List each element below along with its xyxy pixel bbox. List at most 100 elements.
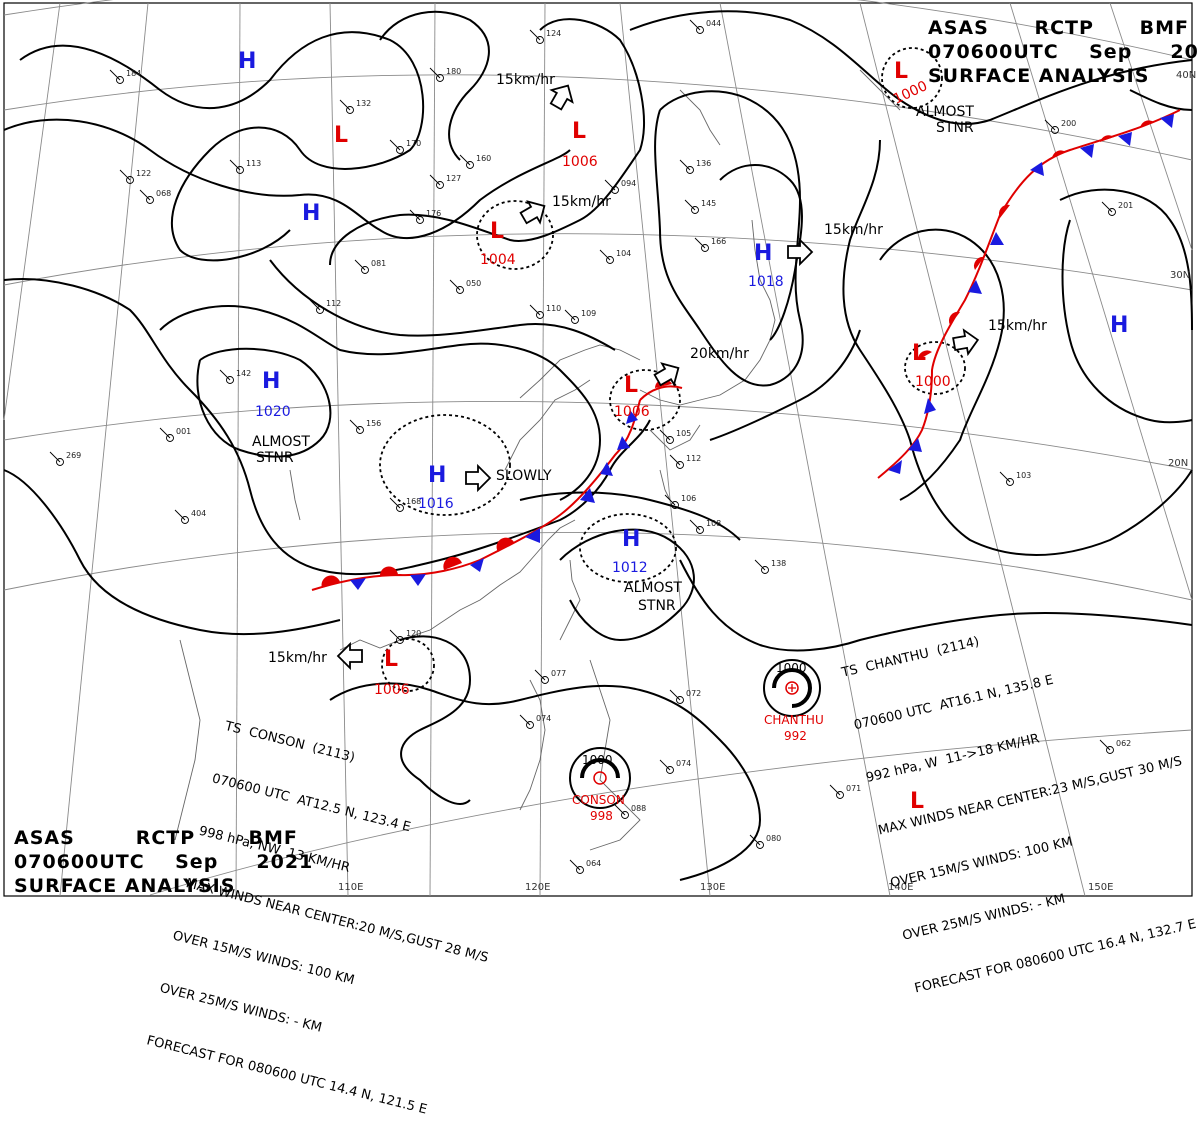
station-circle — [756, 841, 764, 849]
station-circle — [1006, 478, 1014, 486]
wind-barb — [694, 237, 706, 249]
station-pressure: 170 — [406, 139, 421, 148]
wind-barb — [109, 69, 121, 81]
center-note-almost: ALMOST — [916, 104, 974, 120]
center-pressure-label: 1006 — [562, 154, 598, 170]
wind-barb — [1101, 201, 1113, 213]
wind-barb — [174, 509, 186, 521]
station-pressure: 127 — [446, 174, 461, 183]
station-pressure: 071 — [846, 784, 861, 793]
wind-barb — [389, 629, 401, 641]
station-pressure: 160 — [476, 154, 491, 163]
wind-barb — [684, 199, 696, 211]
wind-barb — [689, 519, 701, 531]
station-circle — [396, 504, 404, 512]
station-circle — [696, 26, 704, 34]
station-circle — [466, 161, 474, 169]
station-pressure: 074 — [676, 759, 691, 768]
station-circle — [166, 434, 174, 442]
station-circle — [701, 244, 709, 252]
station-circle — [1108, 208, 1116, 216]
map-border — [3, 2, 1193, 897]
wind-barb — [409, 209, 421, 221]
station-pressure: 072 — [686, 689, 701, 698]
longitude-label: 120E — [525, 882, 550, 893]
wind-barb — [604, 179, 616, 191]
title-agency: ASAS — [928, 17, 989, 39]
station-pressure: 166 — [711, 237, 726, 246]
station-circle — [361, 266, 369, 274]
title-code: RCTP — [1034, 17, 1094, 39]
center-motion-label: 15km/hr — [988, 318, 1047, 334]
station-circle — [761, 566, 769, 574]
station-circle — [576, 866, 584, 874]
station-pressure: 404 — [191, 509, 206, 518]
wind-barb — [519, 714, 531, 726]
station-circle — [236, 166, 244, 174]
longitude-label: 130E — [700, 882, 725, 893]
center-motion-label: 15km/hr — [824, 222, 883, 238]
latlon-grid — [3, 0, 1193, 897]
high-pressure-marker: H — [262, 369, 280, 394]
wind-barb — [529, 304, 541, 316]
longitude-label: 140E — [888, 882, 913, 893]
station-pressure: 112 — [686, 454, 701, 463]
wind-barb — [999, 471, 1011, 483]
station-circle — [146, 196, 154, 204]
conson-symbol — [569, 747, 631, 809]
wind-barb — [659, 759, 671, 771]
high-pressure-marker: H — [238, 49, 256, 74]
center-motion-label: 15km/hr — [552, 194, 611, 210]
storm-isobar-label: 1000 — [776, 661, 807, 675]
station-pressure: 269 — [66, 451, 81, 460]
wind-barb — [1044, 119, 1056, 131]
wind-barb — [349, 419, 361, 431]
station-circle — [456, 286, 464, 294]
high-pressure-marker: H — [1110, 313, 1128, 338]
latitude-label: 40N — [1176, 70, 1196, 81]
wind-barb — [389, 497, 401, 509]
title-office: BMF — [1139, 17, 1190, 39]
title-year: 2021 — [256, 851, 314, 873]
isobars — [3, 10, 1193, 881]
station-pressure: 112 — [326, 299, 341, 308]
station-circle — [396, 146, 404, 154]
center-pressure-label: 1000 — [915, 374, 951, 390]
station-circle — [526, 721, 534, 729]
wind-barb — [599, 249, 611, 261]
low-pressure-marker: L — [572, 119, 586, 144]
wind-barb — [754, 559, 766, 571]
coastlines — [174, 69, 901, 851]
center-motion-label: 20km/hr — [690, 346, 749, 362]
storm-isobar-label: 1000 — [582, 753, 613, 767]
motion-arrow — [787, 237, 814, 267]
low-pressure-marker: L — [334, 123, 348, 148]
center-pressure-label: 1006 — [614, 404, 650, 420]
wind-barb — [679, 159, 691, 171]
center-note-stnr: STNR — [936, 120, 974, 136]
wind-barb — [659, 429, 671, 441]
title-month: Sep — [175, 851, 219, 873]
station-pressure: 094 — [621, 179, 636, 188]
center-motion-label: SLOWLY — [496, 468, 552, 484]
weather-map: 124 180 170 160 094 136 145 166 200 201 122 112 142 1… — [3, 0, 1196, 897]
station-circle — [436, 74, 444, 82]
center-note-stnr: STNR — [638, 598, 676, 614]
wind-barb — [229, 159, 241, 171]
station-circle — [126, 176, 134, 184]
station-pressure: 156 — [366, 419, 381, 428]
longitude-label: 150E — [1088, 882, 1113, 893]
low-pressure-marker: L — [910, 789, 924, 814]
station-pressure: 044 — [706, 19, 721, 28]
station-pressure: 064 — [586, 859, 601, 868]
station-pressure: 120 — [406, 629, 421, 638]
title-month: Sep — [1089, 41, 1133, 63]
wind-barb — [389, 139, 401, 151]
station-pressure: 103 — [1016, 471, 1031, 480]
wind-barb — [689, 19, 701, 31]
station-pressure: 108 — [706, 519, 721, 528]
conson-pressure: 998 — [590, 809, 613, 823]
station-plots: 124 180 170 160 094 136 145 166 200 201 122 112 142 1… — [49, 19, 1133, 874]
station-pressure: 138 — [771, 559, 786, 568]
center-pressure-label: 1018 — [748, 274, 784, 290]
